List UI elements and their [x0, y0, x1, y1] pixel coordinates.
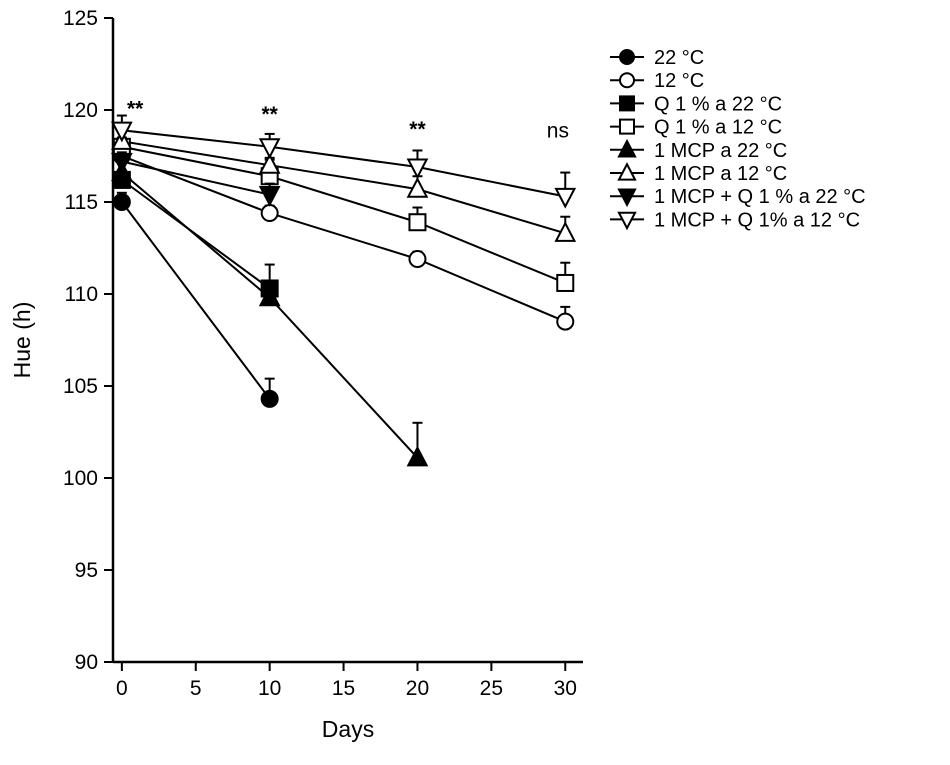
marker-triangle-down-open	[617, 211, 637, 231]
marker-triangle-down-open	[554, 187, 577, 209]
marker-circle-open	[556, 312, 575, 331]
legend-label: 1 MCP a 22 °C	[654, 140, 787, 162]
marker-circle-open	[619, 72, 635, 89]
significance-label: **	[261, 103, 278, 126]
legend-item: 1 MCP a 12 °C	[610, 162, 787, 185]
significance-annotations: ** ** ** ns	[127, 98, 569, 143]
marker-square-open	[619, 118, 635, 135]
significance-label: **	[127, 98, 144, 121]
marker-circle-filled	[112, 193, 131, 211]
marker-triangle-down-filled	[111, 152, 133, 174]
legend-label: 1 MCP + Q 1 % a 22 °C	[654, 186, 866, 208]
y-tick-label: 95	[75, 559, 98, 582]
marker-triangle-down-open	[258, 138, 281, 159]
marker-triangle-up-open	[258, 153, 281, 174]
legend-item: 22 °C	[610, 47, 704, 69]
x-tick-label: 20	[406, 677, 429, 700]
series-line	[121, 140, 566, 235]
y-tick-label: 90	[75, 651, 98, 674]
legend-item: 12 °C	[610, 70, 704, 92]
marker-square-open	[556, 273, 575, 292]
y-tick-label: 105	[63, 375, 98, 398]
plot-area: 90 95 100 105 110 115 120 125 0 5 10 15 20 25 30	[63, 7, 583, 700]
marker-square-filled	[619, 95, 635, 112]
marker-triangle-down-open	[406, 158, 429, 180]
legend-label: 22 °C	[654, 47, 704, 69]
legend-label: Q 1 % a 12 °C	[654, 117, 782, 139]
x-tick-label: 10	[258, 677, 281, 700]
y-tick-label: 100	[63, 467, 98, 490]
marker-circle-open	[408, 250, 427, 269]
legend-item: 1 MCP + Q 1% a 12 °C	[610, 209, 860, 231]
series-line	[121, 201, 271, 400]
legend-label: 12 °C	[654, 70, 704, 92]
marker-circle-filled	[260, 389, 279, 408]
legend-item: Q 1 % a 22 °C	[610, 93, 782, 115]
legend-label: 1 MCP + Q 1% a 12 °C	[654, 209, 860, 231]
legend-item: 1 MCP + Q 1 % a 22 °C	[610, 186, 866, 208]
y-tick-label: 120	[63, 99, 98, 122]
marker-square-open	[408, 213, 427, 232]
marker-circle-filled	[619, 49, 635, 65]
y-tick-label: 115	[65, 191, 98, 214]
legend-item: Q 1 % a 12 °C	[610, 117, 782, 139]
x-axis-label: Days	[322, 716, 374, 742]
series-line	[121, 160, 270, 196]
x-tick-label: 30	[554, 677, 577, 700]
legend: 22 °C12 °CQ 1 % a 22 °CQ 1 % a 12 °C1 MC…	[610, 47, 866, 231]
legend-label: 1 MCP a 12 °C	[654, 163, 787, 185]
marker-triangle-down-filled	[258, 186, 281, 207]
legend-item: 1 MCP a 22 °C	[610, 138, 787, 162]
significance-label: ns	[547, 120, 569, 143]
series-line	[121, 145, 566, 284]
marker-triangle-down-open	[111, 121, 133, 143]
marker-circle-open	[260, 204, 279, 223]
x-tick-label: 15	[332, 677, 355, 700]
x-tick-label: 0	[116, 677, 128, 700]
marker-triangle-up-filled	[406, 445, 429, 467]
y-tick-label: 125	[63, 7, 98, 30]
y-tick-label: 110	[65, 283, 98, 306]
y-axis-label: Hue (h)	[9, 302, 35, 379]
legend-label: Q 1 % a 22 °C	[654, 93, 782, 115]
series-line	[121, 129, 566, 198]
marker-triangle-up-open	[617, 162, 637, 181]
significance-label: **	[409, 118, 426, 141]
x-tick-label: 25	[480, 677, 503, 700]
x-tick-label: 5	[190, 677, 202, 700]
marker-triangle-up-filled	[617, 138, 637, 158]
marker-triangle-up-filled	[258, 285, 281, 307]
series-line	[121, 155, 566, 323]
marker-triangle-down-filled	[617, 188, 637, 208]
marker-triangle-up-open	[406, 176, 429, 198]
marker-triangle-up-open	[554, 221, 577, 242]
